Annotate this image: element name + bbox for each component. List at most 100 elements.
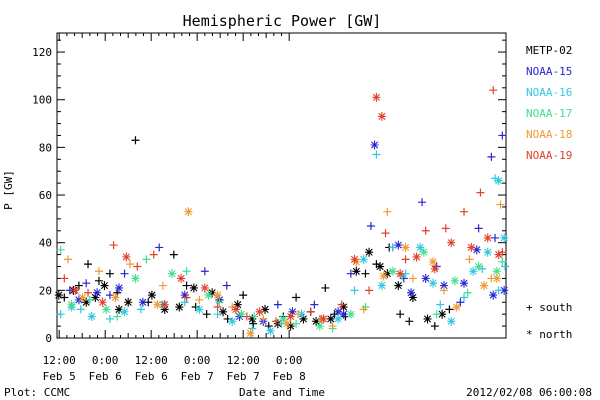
noaa-18-south-point bbox=[408, 274, 417, 283]
plot-frame bbox=[56, 32, 507, 339]
y-tick-label: 100 bbox=[32, 94, 52, 107]
noaa-15-north-point bbox=[489, 290, 498, 300]
noaa-19-north-point bbox=[396, 269, 405, 279]
metp-02-south-point bbox=[131, 136, 140, 145]
noaa-19-north-point bbox=[377, 111, 386, 121]
noaa-15-south-point bbox=[346, 269, 355, 278]
noaa-16-south-point bbox=[501, 262, 510, 271]
marker-legend-north: * north bbox=[526, 328, 572, 341]
noaa-16-north-point bbox=[500, 233, 509, 243]
noaa-19-south-point bbox=[133, 262, 142, 271]
noaa-19-south-point bbox=[337, 300, 346, 309]
metp-02-north-point bbox=[408, 292, 417, 302]
x-tick-date-label: Feb 7 bbox=[227, 370, 260, 383]
noaa-17-north-point bbox=[450, 276, 459, 286]
noaa-16-north-point bbox=[469, 266, 478, 276]
noaa-16-north-point bbox=[120, 307, 129, 317]
noaa-15-north-point bbox=[138, 297, 147, 307]
noaa-19-south-point bbox=[84, 288, 93, 297]
noaa-19-north-point bbox=[319, 314, 328, 324]
noaa-19-south-point bbox=[306, 307, 315, 316]
noaa-18-south-point bbox=[94, 267, 103, 276]
noaa-17-north-point bbox=[102, 304, 111, 314]
noaa-16-north-point bbox=[377, 281, 386, 291]
metp-02-north-point bbox=[376, 262, 385, 272]
noaa-17-south-point bbox=[113, 312, 122, 321]
noaa-16-north-point bbox=[494, 176, 503, 186]
noaa-17-south-point bbox=[498, 257, 507, 266]
noaa-18-north-point bbox=[282, 319, 291, 329]
noaa-17-south-point bbox=[182, 267, 191, 276]
noaa-16-south-point bbox=[180, 298, 189, 307]
y-tick-label: 20 bbox=[39, 284, 52, 297]
noaa-17-north-point bbox=[131, 273, 140, 283]
noaa-17-north-point bbox=[492, 266, 501, 276]
noaa-18-south-point bbox=[195, 295, 204, 304]
noaa-19-north-point bbox=[286, 312, 295, 322]
noaa-18-north-point bbox=[184, 207, 193, 217]
noaa-16-north-point bbox=[359, 254, 368, 264]
data-points bbox=[54, 86, 510, 338]
noaa-19-north-point bbox=[372, 92, 381, 102]
y-tick-label: 40 bbox=[39, 237, 52, 250]
noaa-18-south-point bbox=[439, 286, 448, 295]
noaa-18-north-point bbox=[428, 257, 437, 267]
metp-02-south-point bbox=[202, 310, 211, 319]
noaa-16-south-point bbox=[213, 310, 222, 319]
noaa-15-north-point bbox=[439, 281, 448, 291]
metp-02-south-point bbox=[361, 269, 370, 278]
noaa-16-south-point bbox=[388, 243, 397, 252]
noaa-19-north-point bbox=[177, 273, 186, 283]
noaa-16-north-point bbox=[334, 314, 343, 324]
metp-02-north-point bbox=[248, 314, 257, 324]
noaa-19-north-point bbox=[255, 307, 264, 317]
metp-02-north-point bbox=[394, 281, 403, 291]
noaa-17-south-point bbox=[250, 312, 259, 321]
noaa-18-north-point bbox=[213, 290, 222, 300]
noaa-15-south-point bbox=[491, 233, 500, 242]
noaa-15-south-point bbox=[474, 224, 483, 233]
metp-02-south-point bbox=[74, 281, 83, 290]
noaa-19-north-point bbox=[483, 233, 492, 243]
metp-02-north-point bbox=[423, 314, 432, 324]
noaa-16-north-point bbox=[228, 316, 237, 326]
metp-02-south-point bbox=[396, 310, 405, 319]
noaa-15-south-point bbox=[120, 269, 129, 278]
noaa-17-north-point bbox=[67, 300, 76, 310]
noaa-18-south-point bbox=[126, 260, 135, 269]
noaa-16-north-point bbox=[266, 326, 275, 336]
noaa-18-north-point bbox=[111, 292, 120, 302]
noaa-18-south-point bbox=[158, 281, 167, 290]
x-tick-time-label: 0:00 bbox=[184, 354, 211, 367]
noaa-19-south-point bbox=[365, 286, 374, 295]
noaa-19-north-point bbox=[231, 304, 240, 314]
legend-entry-noaa-15: NOAA-15 bbox=[526, 65, 572, 78]
noaa-19-south-point bbox=[441, 224, 450, 233]
metp-02-north-point bbox=[208, 288, 217, 298]
noaa-16-south-point bbox=[372, 150, 381, 159]
metp-02-north-point bbox=[115, 304, 124, 314]
x-tick-time-label: 0:00 bbox=[92, 354, 119, 367]
chart-title: Hemispheric Power [GW] bbox=[183, 12, 382, 30]
noaa-17-north-point bbox=[315, 321, 324, 331]
legend-entry-noaa-17: NOAA-17 bbox=[526, 107, 572, 120]
noaa-15-north-point bbox=[339, 309, 348, 319]
noaa-17-south-point bbox=[215, 298, 224, 307]
noaa-19-south-point bbox=[489, 86, 498, 95]
noaa-17-north-point bbox=[388, 266, 397, 276]
metp-02-south-point bbox=[405, 317, 414, 326]
metp-02-south-point bbox=[445, 305, 454, 314]
noaa-18-north-point bbox=[401, 242, 410, 252]
noaa-16-north-point bbox=[428, 278, 437, 288]
metp-02-south-point bbox=[292, 293, 301, 302]
noaa-17-south-point bbox=[432, 310, 441, 319]
noaa-17-north-point bbox=[167, 269, 176, 279]
metp-02-north-point bbox=[175, 302, 184, 312]
noaa-15-north-point bbox=[288, 307, 297, 317]
plot-credit: Plot: CCMC bbox=[4, 386, 70, 399]
metp-02-north-point bbox=[312, 316, 321, 326]
noaa-15-north-point bbox=[93, 288, 102, 298]
noaa-19-north-point bbox=[160, 300, 169, 310]
noaa-17-south-point bbox=[85, 295, 94, 304]
metp-02-north-point bbox=[233, 300, 242, 310]
